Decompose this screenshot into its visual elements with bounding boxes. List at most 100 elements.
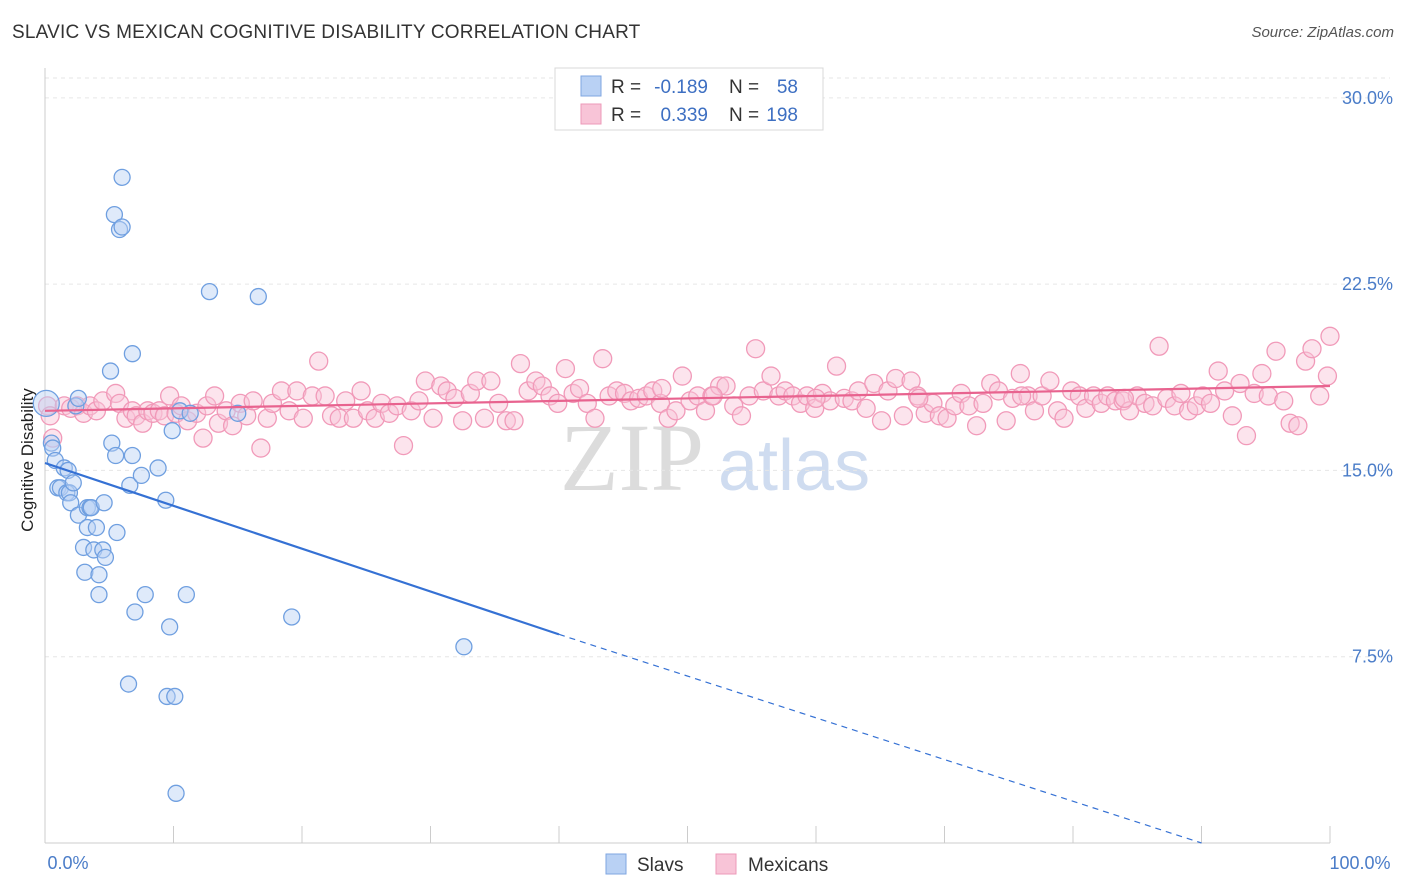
slavs-point	[90, 585, 108, 604]
y-axis-label: Cognitive Disability	[18, 388, 37, 532]
mexicans-point	[321, 406, 342, 426]
mexicans-point	[945, 396, 965, 416]
mexicans-point	[909, 388, 929, 409]
mexicans-point	[688, 386, 708, 406]
slavs-point	[113, 218, 131, 236]
slavs-point	[200, 282, 219, 301]
bottom-legend-label-slavs: Slavs	[637, 855, 683, 876]
mexicans-point	[415, 371, 436, 391]
mexicans-point	[1214, 381, 1235, 401]
bottom-legend-label-mexicans: Mexicans	[748, 855, 828, 876]
mexicans-point	[716, 376, 736, 396]
mexicans-point	[731, 406, 752, 426]
mexicans-point	[1280, 413, 1300, 433]
mexicans-point	[959, 396, 979, 416]
mexicans-point	[871, 411, 892, 431]
mexicans-point	[569, 378, 590, 399]
chart-title: SLAVIC VS MEXICAN COGNITIVE DISABILITY C…	[12, 22, 641, 43]
y-tick-labels: 7.5% 15.0% 22.5% 30.0%	[1342, 88, 1393, 667]
mexicans-point	[1047, 401, 1068, 421]
mexicans-point	[496, 411, 516, 431]
mexicans-point	[1200, 393, 1221, 414]
mexicans-point	[973, 393, 993, 414]
mexicans-point	[753, 381, 773, 401]
slavs-point	[82, 499, 100, 517]
bottom-legend-swatch-mexicans	[715, 853, 737, 875]
mexicans-point	[504, 411, 524, 431]
slavs-point	[76, 563, 94, 581]
mexicans-point	[329, 408, 349, 428]
gridlines	[45, 77, 1390, 658]
mexicans-point	[293, 408, 313, 428]
mexicans-point	[423, 408, 443, 428]
watermark-zip: ZIP	[560, 404, 704, 511]
mexicans-point	[585, 408, 605, 428]
slavs-point	[108, 523, 126, 542]
mexicans-point	[287, 381, 307, 401]
mexicans-point	[204, 386, 225, 406]
mexicans-point	[467, 371, 487, 391]
mexicans-point	[1320, 326, 1340, 346]
mexicans-point	[1040, 371, 1060, 391]
mexicans-point	[393, 435, 414, 456]
mexicans-point	[126, 406, 146, 426]
mexicans-point	[510, 353, 531, 374]
mexicans-point	[1274, 391, 1294, 411]
slavs-point	[107, 446, 125, 465]
legend: R = -0.189 N = 58 R = 0.339 N = 198	[554, 67, 824, 131]
x-tick-label-min: 0.0%	[47, 853, 88, 873]
mexicans-point	[826, 356, 847, 376]
mexicans-point	[563, 383, 583, 404]
mexicans-point	[548, 393, 568, 414]
mexicans-point	[658, 408, 678, 428]
mexicans-point	[452, 411, 473, 431]
y-tick-label: 15.0%	[1342, 460, 1393, 480]
y-tick-label: 7.5%	[1352, 647, 1393, 667]
legend-n-value-mexicans: 198	[766, 105, 798, 126]
slavs-point	[166, 687, 184, 706]
mexicans-point	[243, 391, 263, 411]
watermark: ZIP atlas	[560, 404, 870, 511]
mexicans-point	[856, 398, 876, 418]
mexicans-point	[812, 383, 833, 404]
slavs-point	[455, 638, 473, 656]
slavs-point	[90, 566, 108, 584]
legend-r-value-mexicans: 0.339	[660, 105, 708, 126]
slavs-point	[132, 466, 151, 485]
mexicans-point	[709, 376, 730, 396]
slavs-point	[123, 345, 142, 363]
slavs-point	[69, 389, 88, 408]
mexicans-point	[409, 391, 429, 411]
mexicans-point	[133, 413, 153, 433]
mexicans-point	[966, 416, 987, 436]
slavs-point	[126, 603, 144, 621]
mexicans-point	[1222, 406, 1242, 426]
slavs-point	[113, 168, 131, 187]
slavs-point	[64, 474, 82, 492]
mexicans-point	[1149, 336, 1169, 356]
slavs-point	[249, 287, 267, 306]
mexicans-point	[1295, 351, 1316, 371]
mexicans-point	[1317, 366, 1338, 386]
slavs-trend-line	[44, 461, 560, 636]
mexicans-point	[336, 391, 356, 411]
mexicans-point	[996, 411, 1016, 431]
slavs-point	[163, 422, 181, 440]
slavs-point	[123, 446, 142, 465]
slavs-point	[101, 362, 120, 380]
slavs-point	[78, 518, 97, 537]
mexicans-point	[309, 351, 329, 371]
legend-n-value-slavs: 58	[777, 77, 798, 98]
mexicans-point	[488, 393, 509, 414]
mexicans-point	[1091, 393, 1111, 414]
mexicans-point	[351, 381, 371, 401]
slavs-point	[74, 538, 93, 557]
mexicans-point	[1186, 396, 1207, 416]
mexicans-point	[806, 388, 826, 409]
axes	[44, 68, 1331, 844]
slavs-point	[136, 585, 154, 604]
mexicans-point	[1252, 363, 1272, 384]
slavs-point	[229, 404, 247, 422]
mexicans-point	[555, 358, 576, 379]
mexicans-point	[437, 381, 457, 401]
